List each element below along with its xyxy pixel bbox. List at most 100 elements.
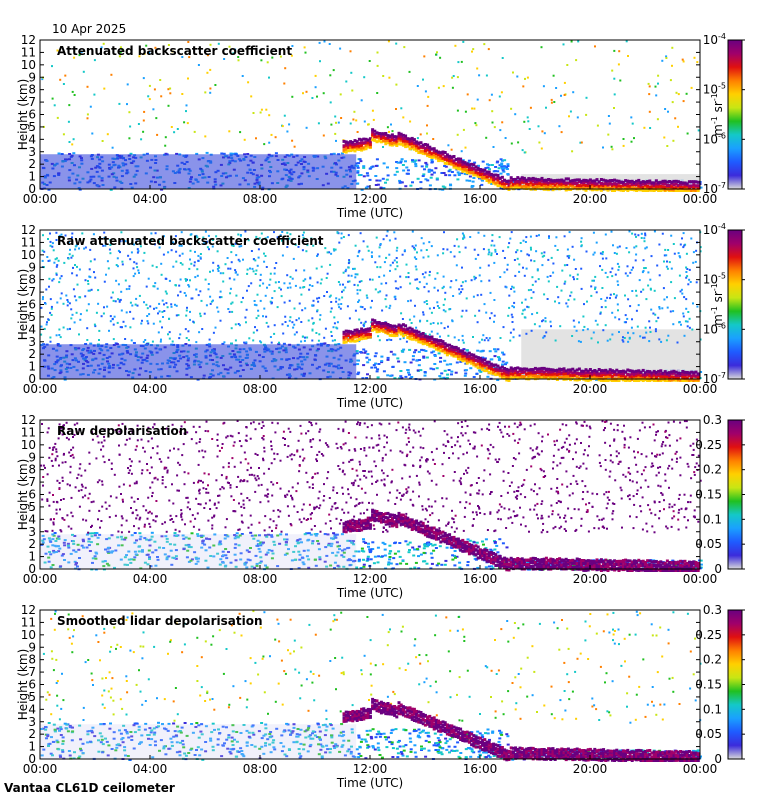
data-point [457, 245, 460, 248]
cloud-mark [368, 142, 372, 146]
cloud-mark [542, 184, 546, 188]
data-point [490, 182, 494, 185]
data-point [237, 56, 240, 58]
data-point [266, 61, 269, 64]
data-point [164, 290, 167, 293]
cloud-mark [417, 330, 421, 334]
data-point [375, 370, 379, 373]
cloud-mark [531, 374, 535, 378]
cloud-mark [641, 189, 645, 192]
cloud-mark [635, 189, 639, 192]
data-point [363, 308, 366, 311]
cloud-mark [384, 330, 388, 334]
data-point [237, 323, 240, 325]
cloud-mark [377, 321, 381, 324]
cloud-mark [448, 162, 452, 165]
data-point [103, 306, 105, 309]
data-point [599, 311, 602, 314]
data-point [421, 273, 424, 276]
data-point [195, 234, 198, 237]
colorbar [727, 39, 743, 190]
data-point [676, 341, 679, 344]
data-point [637, 234, 640, 237]
data-point [388, 130, 390, 133]
data-point [456, 171, 460, 174]
data-point [393, 353, 397, 356]
data-point [45, 323, 48, 326]
cloud-mark [500, 182, 504, 185]
data-point [669, 79, 672, 82]
data-point [179, 333, 182, 336]
cloud-mark [591, 185, 595, 189]
cloud-mark [626, 179, 630, 183]
data-point [316, 253, 319, 256]
data-point [476, 98, 479, 101]
data-point [515, 251, 518, 254]
cloud-mark [527, 368, 531, 372]
cloud-mark [544, 372, 548, 376]
cloud-mark [371, 318, 375, 322]
data-point [455, 279, 458, 282]
cloud-mark [498, 372, 502, 376]
data-point [677, 93, 680, 96]
cloud-mark [456, 357, 460, 361]
cloud-mark [472, 361, 476, 365]
data-point [488, 350, 492, 353]
data-point [295, 269, 298, 272]
cloud-mark [430, 341, 434, 345]
cloud-mark [430, 147, 434, 151]
data-point [672, 310, 675, 313]
data-point [380, 355, 384, 358]
data-point [156, 287, 159, 290]
data-point [356, 273, 359, 276]
data-point [78, 54, 81, 57]
data-point [406, 369, 410, 371]
data-point [289, 233, 292, 236]
data-point [573, 278, 575, 281]
data-point [388, 76, 391, 79]
data-point [391, 261, 394, 264]
data-point [505, 361, 509, 364]
data-point [132, 267, 135, 270]
y-tick-label: 5 [28, 120, 36, 134]
data-point [124, 325, 127, 328]
data-point [86, 85, 89, 88]
cloud-mark [439, 342, 443, 346]
data-point [256, 293, 259, 296]
data-point [101, 140, 104, 142]
data-point [618, 50, 621, 53]
cloud-mark [342, 148, 346, 152]
cloud-mark [474, 355, 478, 359]
cloud-mark [683, 181, 687, 185]
data-point [487, 339, 490, 342]
data-point [681, 237, 683, 240]
cloud-mark [412, 329, 416, 333]
data-point [666, 267, 669, 270]
data-point [129, 258, 132, 261]
data-point [615, 294, 618, 297]
data-point [442, 85, 445, 88]
cloud-mark [382, 139, 386, 143]
cloud-mark [586, 185, 590, 189]
cloud-mark [542, 366, 546, 370]
data-point [217, 42, 220, 45]
cloud-mark [608, 181, 612, 185]
cloud-mark [549, 186, 553, 190]
data-point [523, 316, 526, 319]
data-point [109, 188, 113, 191]
data-point [121, 260, 124, 263]
data-point [253, 303, 256, 306]
data-point [526, 116, 529, 119]
data-point [47, 188, 51, 191]
data-point [55, 239, 58, 241]
data-point [541, 130, 544, 133]
cloud-mark [632, 186, 636, 190]
data-point [107, 267, 110, 270]
cloud-mark [529, 183, 533, 187]
data-point [359, 289, 362, 292]
data-point [400, 158, 404, 161]
cloud-mark [344, 340, 348, 344]
cloud-mark [672, 186, 676, 190]
data-point [368, 178, 372, 181]
